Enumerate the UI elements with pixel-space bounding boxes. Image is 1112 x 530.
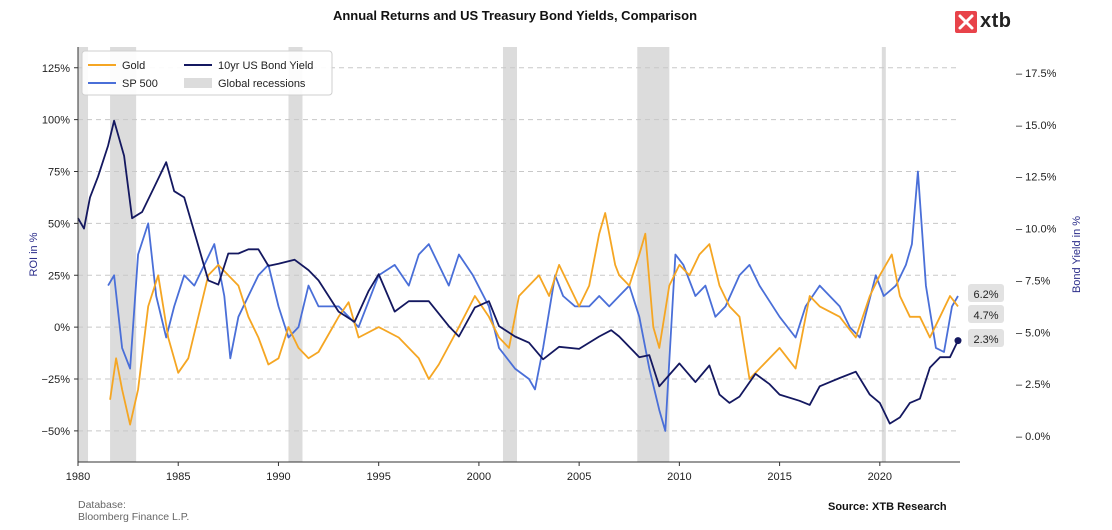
- x-tick-label: 2020: [868, 471, 892, 483]
- y2-tick-label: – 2.5%: [1016, 379, 1050, 391]
- recession-band: [288, 47, 303, 462]
- xtb-logo-icon: [955, 10, 977, 33]
- legend-label: Gold: [122, 60, 145, 72]
- x-tick-label: 2000: [467, 471, 491, 483]
- y-tick-label: −50%: [42, 426, 71, 438]
- end-value-label: 4.7%: [973, 310, 998, 322]
- legend-label: Global recessions: [218, 78, 306, 90]
- x-tick-label: 2010: [667, 471, 691, 483]
- recession-band: [881, 47, 886, 462]
- y2-tick-label: – 0.0%: [1016, 431, 1050, 443]
- x-tick-label: 1990: [266, 471, 290, 483]
- bond-yield-endpoint: [954, 337, 962, 345]
- legend-label: 10yr US Bond Yield: [218, 60, 313, 72]
- xtb-logo-text: xtb: [980, 10, 1012, 32]
- y-tick-label: 25%: [48, 270, 70, 282]
- y-tick-label: 50%: [48, 218, 70, 230]
- series-line-gold: [109, 212, 959, 426]
- legend-box: [81, 50, 333, 96]
- recession-band: [78, 47, 89, 462]
- y2-tick-label: – 17.5%: [1016, 68, 1057, 80]
- recession-band: [502, 47, 517, 462]
- database-label: Database:: [78, 499, 126, 511]
- y-tick-label: 0%: [54, 322, 70, 334]
- y2-tick-label: – 15.0%: [1016, 120, 1057, 132]
- y-tick-label: 75%: [48, 167, 70, 179]
- y-axis-title: ROI in %: [28, 232, 40, 276]
- y-tick-label: −25%: [42, 374, 71, 386]
- database-value: Bloomberg Finance L.P.: [78, 511, 190, 523]
- y-tick-label: 100%: [42, 115, 70, 127]
- recession-band: [110, 47, 137, 462]
- end-value-label: 6.2%: [973, 289, 998, 301]
- end-value-label: 2.3%: [973, 334, 998, 346]
- x-tick-label: 2015: [767, 471, 791, 483]
- xtb-logo: xtb: [955, 10, 1012, 33]
- y2-tick-label: – 7.5%: [1016, 275, 1050, 287]
- legend-swatch-recession: [184, 78, 212, 88]
- y2-tick-label: – 12.5%: [1016, 172, 1057, 184]
- y2-tick-label: – 5.0%: [1016, 327, 1050, 339]
- x-tick-label: 1985: [166, 471, 190, 483]
- footer-database: Database: Bloomberg Finance L.P.: [78, 499, 189, 523]
- end-value-box: [968, 305, 1004, 323]
- series-line-10yr-us-bond-yield: [77, 119, 959, 425]
- end-value-box: [968, 284, 1004, 302]
- end-value-box: [968, 329, 1004, 347]
- footer-source: Source: XTB Research: [828, 501, 947, 513]
- legend-label: SP 500: [122, 78, 158, 90]
- x-tick-label: 2005: [567, 471, 591, 483]
- series-line-sp-500: [107, 170, 959, 432]
- recession-band: [637, 47, 670, 462]
- y2-tick-label: – 10.0%: [1016, 224, 1057, 236]
- x-tick-label: 1995: [366, 471, 390, 483]
- chart-title: Annual Returns and US Treasury Bond Yiel…: [332, 8, 698, 23]
- x-tick-label: 1980: [66, 471, 90, 483]
- y2-axis-title: Bond Yield in %: [1071, 216, 1083, 293]
- y-tick-label: 125%: [42, 63, 70, 75]
